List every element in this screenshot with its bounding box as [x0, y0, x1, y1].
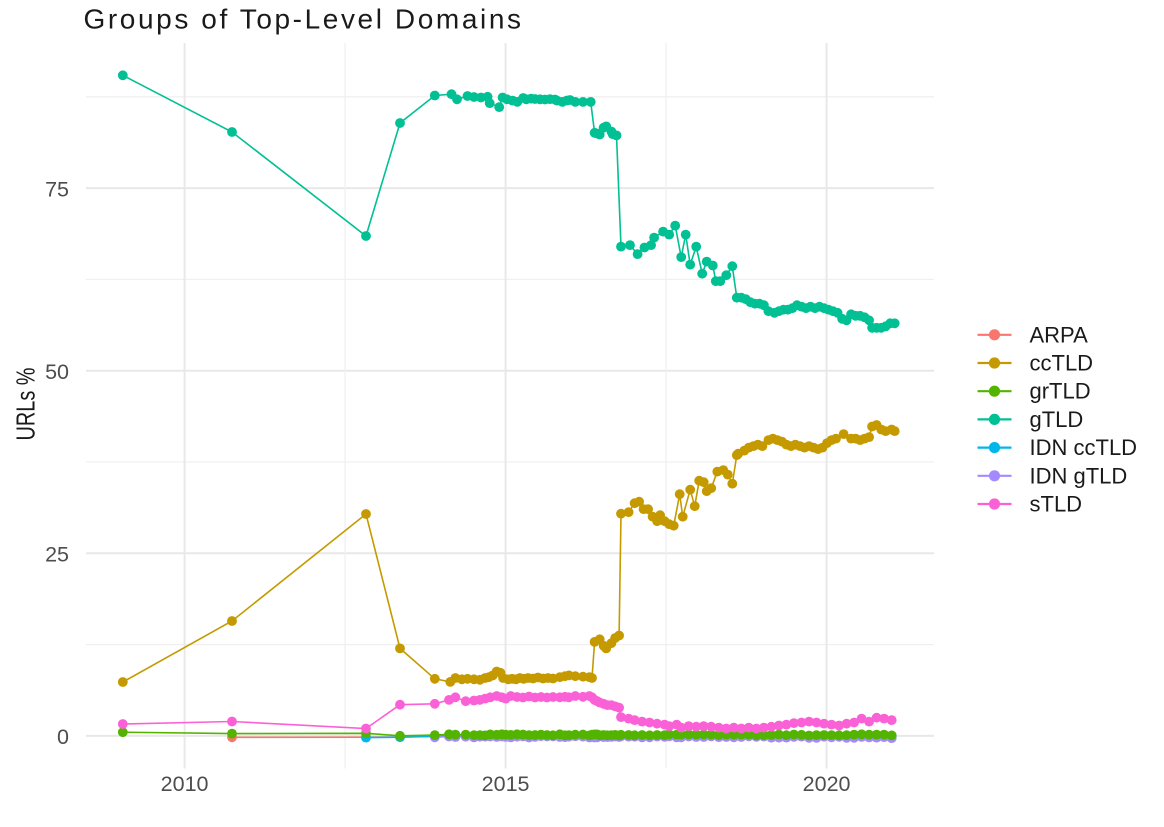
- svg-text:2020: 2020: [803, 772, 851, 796]
- svg-text:2010: 2010: [161, 772, 209, 796]
- svg-text:0: 0: [57, 725, 69, 749]
- svg-text:IDN ccTLD: IDN ccTLD: [1030, 435, 1138, 460]
- svg-text:URLs %: URLs %: [11, 368, 41, 441]
- svg-text:ARPA: ARPA: [1030, 322, 1089, 347]
- svg-text:ccTLD: ccTLD: [1030, 351, 1094, 376]
- svg-text:50: 50: [45, 360, 69, 384]
- svg-text:gTLD: gTLD: [1030, 407, 1084, 432]
- svg-text:IDN gTLD: IDN gTLD: [1030, 463, 1128, 488]
- svg-text:75: 75: [45, 177, 69, 201]
- svg-text:2015: 2015: [482, 772, 530, 796]
- svg-text:sTLD: sTLD: [1030, 492, 1083, 517]
- svg-text:grTLD: grTLD: [1030, 379, 1091, 404]
- svg-text:25: 25: [45, 543, 69, 567]
- svg-text:Groups of Top-Level Domains: Groups of Top-Level Domains: [84, 4, 524, 35]
